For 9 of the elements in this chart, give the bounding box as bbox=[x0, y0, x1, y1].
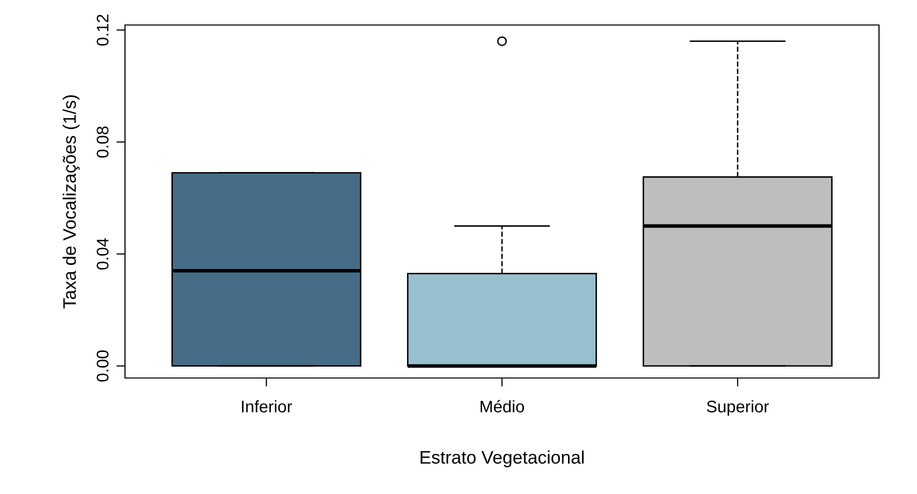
x-tick-label: Médio bbox=[480, 400, 524, 412]
y-tick-label: 0.08 bbox=[96, 126, 109, 158]
y-tick-label: 0.12 bbox=[96, 14, 109, 46]
y-axis-title: Taxa de Vocalizações (1/s) bbox=[62, 95, 80, 308]
x-axis-title: Estrato Vegetacional bbox=[420, 450, 584, 468]
x-tick-label: Inferior bbox=[242, 400, 292, 412]
x-tick-label: Superior bbox=[706, 400, 769, 416]
y-tick-label: 0.00 bbox=[96, 350, 109, 382]
y-tick-label: 0.04 bbox=[96, 238, 109, 270]
